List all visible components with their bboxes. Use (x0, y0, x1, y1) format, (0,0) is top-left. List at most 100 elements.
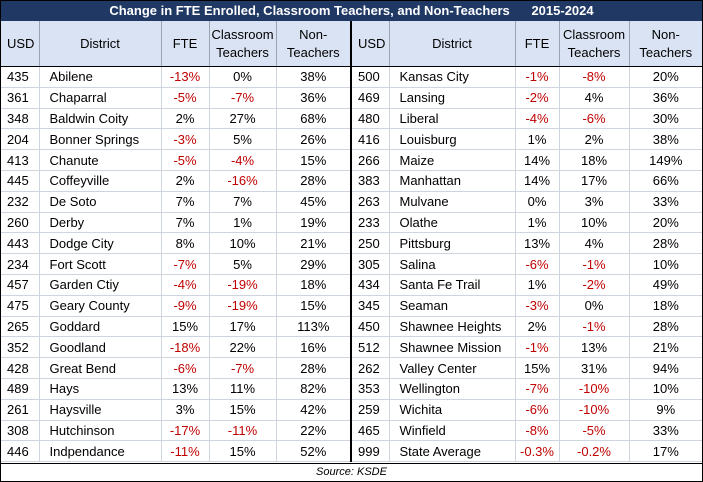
left-fte-cell: 2% (161, 170, 210, 192)
table-body: 435 Abilene -13% 0% 38% 500 Kansas City -1% -8% 2… (1, 66, 702, 463)
right-district-cell: Olathe (389, 212, 516, 234)
right-non-cell: 28% (629, 232, 702, 255)
right-classroom-cell: -1% (559, 253, 630, 275)
table-row: 443 Dodge City 8% 10% 21% 250 Pittsburg 13% 4% 28… (1, 232, 702, 255)
left-non-cell: 38% (276, 66, 352, 88)
left-classroom-cell: 5% (209, 128, 277, 151)
left-district-cell: Garden Ctiy (39, 274, 162, 296)
header-classroom-left: Classroom Teachers (209, 21, 277, 67)
table-row: 308 Hutchinson -17% -11% 22% 465 Winfield -8% -5… (1, 420, 702, 442)
left-usd-cell: 352 (1, 336, 40, 359)
right-district-cell: Valley Center (389, 357, 516, 379)
right-district-cell: Shawnee Mission (389, 336, 516, 359)
source-note: Source: KSDE (1, 463, 702, 481)
right-district-cell: Wichita (389, 399, 516, 421)
left-usd-cell: 260 (1, 212, 40, 234)
header-non-line2: Teachers (639, 44, 693, 60)
left-district-cell: Baldwin Coity (39, 108, 162, 130)
left-usd-cell: 413 (1, 149, 40, 171)
left-classroom-cell: -4% (209, 149, 277, 171)
left-classroom-cell: 5% (209, 253, 277, 275)
right-district-cell: Mulvane (389, 191, 516, 213)
left-usd-cell: 348 (1, 108, 40, 130)
left-fte-cell: -11% (161, 440, 210, 463)
left-classroom-cell: 11% (209, 378, 277, 400)
left-usd-cell: 443 (1, 232, 40, 255)
right-non-cell: 30% (629, 108, 702, 130)
right-classroom-cell: 13% (559, 336, 630, 359)
left-usd-cell: 234 (1, 253, 40, 275)
left-fte-cell: -4% (161, 274, 210, 296)
left-non-cell: 15% (276, 295, 352, 317)
left-usd-cell: 204 (1, 128, 40, 151)
left-non-cell: 18% (276, 274, 352, 296)
right-non-cell: 28% (629, 316, 702, 338)
left-district-cell: De Soto (39, 191, 162, 213)
right-fte-cell: 1% (515, 274, 560, 296)
header-district-left: District (39, 21, 162, 67)
left-non-cell: 28% (276, 357, 352, 379)
right-fte-cell: 14% (515, 149, 560, 171)
left-fte-cell: -3% (161, 128, 210, 151)
right-district-cell: Manhattan (389, 170, 516, 192)
left-usd-cell: 265 (1, 316, 40, 338)
table-row: 435 Abilene -13% 0% 38% 500 Kansas City -1% -8% 2… (1, 66, 702, 88)
right-non-cell: 10% (629, 253, 702, 275)
right-classroom-cell: -5% (559, 420, 630, 442)
right-non-cell: 18% (629, 295, 702, 317)
left-fte-cell: -6% (161, 357, 210, 379)
right-district-cell: Winfield (389, 420, 516, 442)
right-district-cell: Santa Fe Trail (389, 274, 516, 296)
left-classroom-cell: 22% (209, 336, 277, 359)
right-fte-cell: -2% (515, 87, 560, 109)
left-usd-cell: 361 (1, 87, 40, 109)
left-usd-cell: 232 (1, 191, 40, 213)
header-non-line2: Teachers (286, 44, 340, 60)
left-district-cell: Bonner Springs (39, 128, 162, 151)
table-row: 234 Fort Scott -7% 5% 29% 305 Salina -6% -1% 10% (1, 253, 702, 275)
left-district-cell: Indpendance (39, 440, 162, 463)
right-classroom-cell: 10% (559, 212, 630, 234)
left-classroom-cell: 15% (209, 399, 277, 421)
right-fte-cell: -1% (515, 66, 560, 88)
left-non-cell: 52% (276, 440, 352, 463)
left-non-cell: 113% (276, 316, 352, 338)
left-usd-cell: 261 (1, 399, 40, 421)
table-row: 457 Garden Ctiy -4% -19% 18% 434 Santa Fe Trai… (1, 274, 702, 296)
table-title: Change in FTE Enrolled, Classroom Teache… (1, 1, 702, 21)
left-fte-cell: 2% (161, 108, 210, 130)
header-usd-right: USD (351, 21, 390, 67)
right-district-cell: Salina (389, 253, 516, 275)
left-classroom-cell: 1% (209, 212, 277, 234)
table-row: 428 Great Bend -6% -7% 28% 262 Valley Center 15… (1, 357, 702, 379)
left-classroom-cell: 0% (209, 66, 277, 88)
left-non-cell: 16% (276, 336, 352, 359)
right-fte-cell: 1% (515, 212, 560, 234)
right-district-cell: Maize (389, 149, 516, 171)
left-district-cell: Geary County (39, 295, 162, 317)
right-usd-cell: 353 (351, 378, 390, 400)
right-classroom-cell: -2% (559, 274, 630, 296)
right-usd-cell: 233 (351, 212, 390, 234)
right-fte-cell: -1% (515, 336, 560, 359)
right-non-cell: 94% (629, 357, 702, 379)
header-classroom-line2: Teachers (216, 44, 269, 60)
header-district-right: District (389, 21, 516, 67)
left-district-cell: Goodland (39, 336, 162, 359)
left-district-cell: Derby (39, 212, 162, 234)
right-fte-cell: 1% (515, 128, 560, 151)
district-change-table: USD District FTE Classroom Teachers Non- T… (1, 21, 702, 463)
right-district-cell: Lansing (389, 87, 516, 109)
left-non-cell: 29% (276, 253, 352, 275)
right-fte-cell: -6% (515, 399, 560, 421)
left-district-cell: Goddard (39, 316, 162, 338)
table-row: 445 Coffeyville 2% -16% 28% 383 Manhattan 14% 17… (1, 170, 702, 192)
right-fte-cell: -4% (515, 108, 560, 130)
left-usd-cell: 457 (1, 274, 40, 296)
left-classroom-cell: -19% (209, 295, 277, 317)
left-non-cell: 82% (276, 378, 352, 400)
right-classroom-cell: 31% (559, 357, 630, 379)
header-row: USD District FTE Classroom Teachers Non- T… (1, 21, 702, 67)
right-usd-cell: 500 (351, 66, 390, 88)
left-non-cell: 68% (276, 108, 352, 130)
